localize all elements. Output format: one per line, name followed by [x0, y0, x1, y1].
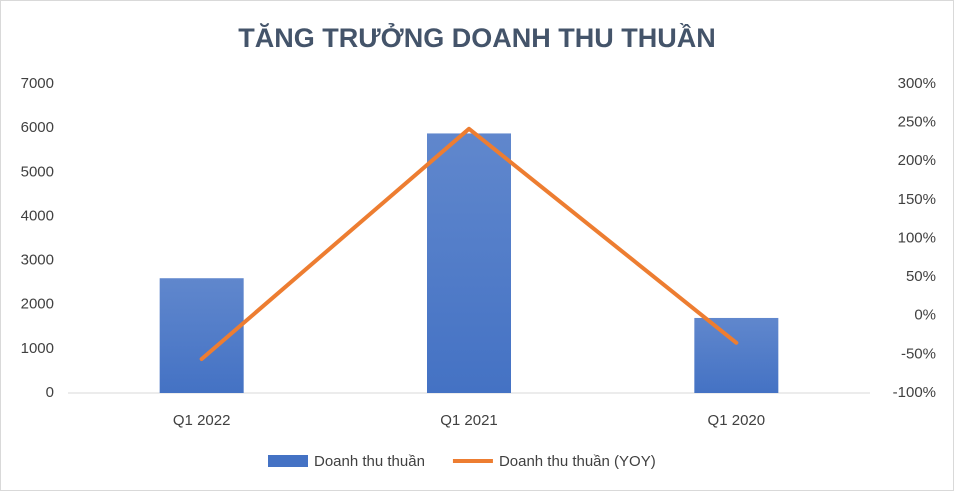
x-tick-label: Q1 2021	[440, 412, 498, 429]
legend-label: Doanh thu thuần (YOY)	[499, 453, 656, 470]
y-tick-label: 0	[46, 384, 54, 401]
legend-label: Doanh thu thuần	[314, 453, 425, 470]
chart-title: TĂNG TRƯỞNG DOANH THU THUẦN	[238, 21, 715, 53]
y-tick-label: 7000	[21, 75, 54, 92]
y-tick-label: 4000	[21, 207, 54, 224]
y2-tick-label: 0%	[914, 307, 936, 324]
y2-tick-label: 250%	[898, 114, 936, 131]
y2-tick-label: 200%	[898, 152, 936, 169]
y-tick-label: 6000	[21, 119, 54, 136]
y2-tick-label: -50%	[901, 345, 936, 362]
y2-tick-label: 100%	[898, 229, 936, 246]
y2-tick-label: 150%	[898, 191, 936, 208]
bar	[694, 317, 779, 393]
y-tick-label: 2000	[21, 296, 54, 313]
y-tick-label: 5000	[21, 163, 54, 180]
bar	[427, 133, 511, 393]
y2-tick-label: 300%	[898, 75, 936, 92]
y2-tick-label: -100%	[893, 384, 936, 401]
y-tick-label: 1000	[21, 340, 54, 357]
line	[199, 126, 739, 362]
y2-tick-label: 50%	[906, 268, 936, 285]
y-tick-label: 3000	[21, 252, 54, 269]
x-tick-label: Q1 2022	[173, 412, 231, 429]
x-tick-label: Q1 2020	[708, 412, 766, 429]
legend-swatch	[268, 455, 308, 467]
